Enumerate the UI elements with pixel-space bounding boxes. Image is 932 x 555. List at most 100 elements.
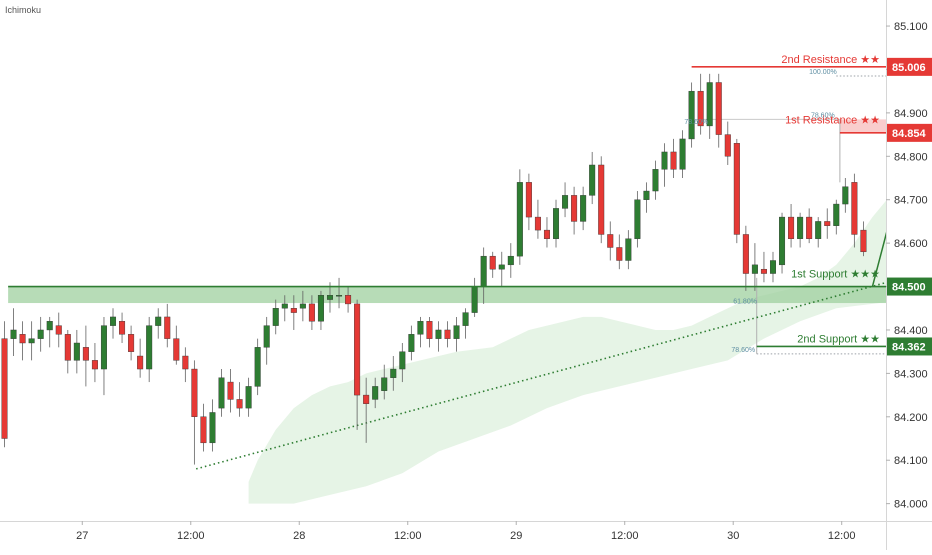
candle-body (308, 303, 315, 322)
candle-body (742, 234, 749, 274)
candle-body (209, 412, 216, 444)
candle (426, 316, 433, 348)
candle (670, 138, 677, 179)
candle (372, 377, 379, 409)
candle-body (471, 286, 478, 313)
candle (1, 321, 8, 448)
y-tick-label: 84.600 (894, 238, 928, 250)
x-tick-label: 28 (293, 530, 305, 542)
candle (209, 399, 216, 452)
price-tag-bg (887, 123, 932, 142)
x-tick-label: 12:00 (394, 530, 422, 542)
candle-body (182, 355, 189, 370)
candle (236, 382, 243, 417)
candle (715, 73, 722, 148)
trendline (195, 281, 886, 470)
candle (354, 299, 361, 430)
candle (263, 316, 270, 365)
candle-body (751, 264, 758, 274)
x-tick-label: 27 (76, 530, 88, 542)
candle (55, 312, 62, 348)
fib-label: 78.60% (684, 119, 708, 126)
candle-body (688, 90, 695, 140)
candle (553, 199, 560, 248)
candle (164, 303, 171, 348)
candle (851, 173, 858, 248)
price-tag-text: 84.362 (892, 341, 926, 353)
candle-body (643, 190, 650, 200)
candle-body (372, 386, 379, 400)
candle-body (797, 216, 804, 239)
candle (182, 347, 189, 383)
candle-body (670, 151, 677, 170)
candle-body (64, 334, 71, 361)
candle (254, 338, 261, 396)
candle-body (833, 203, 840, 226)
price-tag-text: 85.006 (892, 62, 926, 74)
candle-body (263, 325, 270, 348)
y-tick-label: 84.000 (894, 499, 928, 511)
candle (19, 321, 26, 361)
candle (381, 364, 388, 400)
candle (760, 251, 767, 283)
candle (444, 321, 451, 348)
candle (91, 342, 98, 383)
candle (200, 403, 207, 452)
candle-body (326, 295, 333, 300)
candle-body (724, 134, 731, 157)
candle (498, 251, 505, 287)
candle-body (200, 416, 207, 444)
candle-body (580, 195, 587, 222)
candle-body (82, 347, 89, 361)
plot-area: 100.00% 78.60% 78.60% 61.80% 78.60% 2nd Resis… (1, 54, 886, 504)
candle (119, 312, 126, 343)
candle (580, 186, 587, 231)
candle (308, 295, 315, 330)
price-tag-bg (887, 57, 932, 76)
candle (562, 182, 569, 218)
candle (82, 325, 89, 387)
candle-body (462, 312, 469, 326)
candle-body (317, 295, 324, 322)
candle-body (236, 399, 243, 409)
resistance-2-label: 2nd Resistance ★★ (781, 54, 880, 66)
x-tick-label: 29 (510, 530, 522, 542)
candle (417, 316, 424, 348)
support-zone-1 (8, 286, 886, 304)
candle (525, 173, 532, 231)
candle-body (155, 316, 162, 326)
x-tick-label: 12:00 (177, 530, 205, 542)
candle (345, 286, 352, 313)
candle-body (390, 368, 397, 378)
candle (543, 217, 550, 248)
price-tag-bg (887, 337, 932, 356)
y-tick-label: 84.300 (894, 368, 928, 380)
candle (281, 295, 288, 322)
candle-body (679, 138, 686, 170)
candle-body (652, 169, 659, 192)
candle-body (697, 90, 704, 127)
candle (137, 338, 144, 378)
candle (824, 208, 831, 239)
candle (471, 277, 478, 317)
candle (435, 321, 442, 352)
candle-body (100, 325, 107, 370)
candle-body (91, 360, 98, 370)
candle (408, 325, 415, 361)
candle (742, 225, 749, 291)
candle-body (543, 229, 550, 239)
y-tick-label: 85.100 (894, 21, 928, 33)
candle (634, 191, 641, 248)
candle-body (164, 316, 171, 339)
candle (128, 325, 135, 361)
candle (507, 243, 514, 278)
candle-body (815, 221, 822, 239)
price-tag-text: 84.854 (892, 128, 927, 140)
y-tick-label: 84.400 (894, 325, 928, 337)
candle-body (553, 208, 560, 239)
candle-body (345, 295, 352, 305)
price-tag-text: 84.500 (892, 282, 926, 294)
candle-body (589, 164, 596, 196)
